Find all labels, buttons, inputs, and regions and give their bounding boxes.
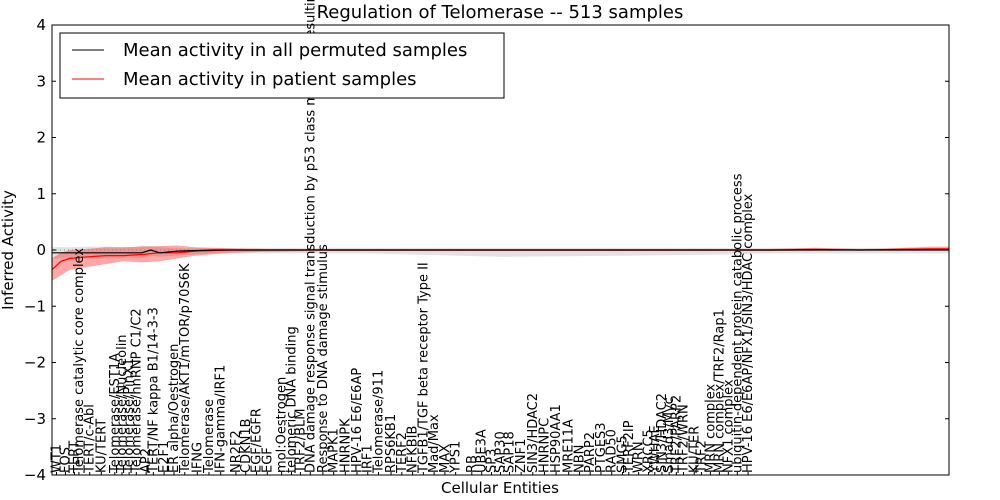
x-tick-label: RB xyxy=(465,455,480,473)
x-tick-label: Telomerase catalytic core complex xyxy=(72,248,87,474)
x-tick-label: MAX xyxy=(438,444,453,473)
x-tick-label: SP3 xyxy=(485,449,500,473)
x-tick-label: SMG5 xyxy=(615,435,630,473)
x-axis-label: Cellular Entities xyxy=(441,479,559,497)
y-tick-label: −4 xyxy=(24,466,46,484)
x-tick-label: IRF1 xyxy=(361,444,376,473)
x-tick-label: Telomerase/EST1A xyxy=(108,353,123,474)
x-tick-label: HNRNPC xyxy=(537,418,552,473)
x-tick-label: SIN3/HDAC2 xyxy=(655,393,670,473)
x-tick-label: EGF/EGFR xyxy=(250,408,265,473)
x-tick-label: DNA damage response signal transduction … xyxy=(303,0,318,473)
x-tick-label: ER alpha/Oestrogen xyxy=(167,344,182,473)
band-series-1 xyxy=(52,245,949,281)
x-tick-label: TRF2/WRN xyxy=(676,404,691,474)
x-tick-label: Telomerase xyxy=(202,399,217,474)
y-tick-label: 2 xyxy=(36,129,46,147)
x-tick-label: TGFB1/TGF beta receptor Type II xyxy=(416,262,431,474)
x-tick-label: UBE3A xyxy=(475,429,490,473)
x-tick-label: NFX1 complex xyxy=(721,379,736,473)
x-tick-label: SAP18 xyxy=(502,431,517,473)
x-tick-label: TERF2IP xyxy=(622,420,637,474)
x-tick-label: SIN3/HDAC2 xyxy=(526,393,541,473)
x-tick-label: RAD50 xyxy=(605,429,620,473)
x-tick-label: Mad/Max xyxy=(427,414,442,473)
x-tick-label: Response to DNA damage stimulus xyxy=(316,244,331,473)
x-tick-label: MRN complex/TRF2/Rap1 xyxy=(712,309,727,473)
y-tick-label: −3 xyxy=(24,410,46,428)
x-tick-label: WT1 xyxy=(49,444,64,473)
legend-label-permuted: Mean activity in all permuted samples xyxy=(123,40,467,61)
y-tick-label: −2 xyxy=(24,354,46,372)
x-tick-label: TRF2/PARP2 xyxy=(669,395,684,474)
y-axis-label: Inferred Activity xyxy=(0,190,17,310)
activity-bands xyxy=(52,245,949,281)
x-tick-label: YPS1 xyxy=(449,441,464,474)
x-tick-label: Telomerase/PinX1 xyxy=(122,358,137,474)
band-series-0 xyxy=(52,245,949,259)
x-tick-label: FOS xyxy=(58,447,73,473)
y-tick-label: 4 xyxy=(36,16,46,34)
x-tick-label: YWHAE xyxy=(648,425,663,474)
x-tick-label: IFN-gamma/IRF1 xyxy=(214,365,229,473)
axes: −4 −3 −2 −1 0 1 2 3 4 xyxy=(24,16,949,484)
x-tick-label: HPV-16 E6/E6AP xyxy=(350,368,365,473)
x-tick-label: MAPK1 xyxy=(327,428,342,473)
x-tick-label: Telomerase/911 xyxy=(372,370,387,474)
y-tick-label: −1 xyxy=(24,297,46,315)
x-tick-label: TERT/c-Abl xyxy=(83,404,98,474)
x-tick-label: Telomerase/Nucleolin xyxy=(115,334,130,474)
x-tick-label: ZNF1 xyxy=(514,439,529,473)
x-tick-label: XRCC5 xyxy=(642,429,657,473)
x-tick-label: Telomerase/AKT1/mTOR/p70S6K xyxy=(178,263,193,474)
x-tick-label: PARP2 xyxy=(583,432,598,473)
series-lines xyxy=(51,248,949,271)
y-tick-label: 0 xyxy=(36,241,46,259)
x-tick-label: AP2 xyxy=(139,448,154,473)
x-tick-label: ubiquitin-dependent protein catabolic pr… xyxy=(730,173,745,473)
x-tick-label: TERF2 xyxy=(395,432,410,474)
x-tick-label: telomeric DNA binding xyxy=(284,326,299,473)
y-tick-label: 1 xyxy=(36,185,46,203)
chart-title: Regulation of Telomerase -- 513 samples xyxy=(317,2,684,23)
x-tick-label: TRF2/BLM xyxy=(293,409,308,474)
x-tick-label: HSP90AA1 xyxy=(549,404,564,473)
x-tick-label: WRN xyxy=(632,441,647,473)
x-tick-label: KU/TER xyxy=(687,426,702,473)
x-tick-label: CDKN1B xyxy=(239,418,254,473)
x-tick-label: TERT xyxy=(67,441,82,474)
legend-box xyxy=(59,32,505,99)
x-tick-label: EGF xyxy=(260,447,275,473)
x-tick-label: NBN xyxy=(572,445,587,473)
x-tick-label: E2F1 xyxy=(157,441,172,473)
x-tick-label: MRE11A xyxy=(562,419,577,473)
legend: Mean activity in all permuted samples Me… xyxy=(59,32,505,99)
legend-label-patient: Mean activity in patient samples xyxy=(123,69,417,90)
x-tick-label: mol:Oestrogen xyxy=(275,377,290,473)
x-tick-label: SAP30 xyxy=(494,431,509,473)
x-tick-label: Smad3/Myc xyxy=(662,397,677,473)
plot-frame xyxy=(51,24,950,476)
x-tick-label: Telomerase/hnRNP C1/C2 xyxy=(129,308,144,474)
x-tick-label: TERT/NF kappa B1/14-3-3 xyxy=(146,307,161,474)
x-tick-label: HNRNPK xyxy=(338,418,353,473)
x-tick-label: PTGES3 xyxy=(594,422,609,473)
x-tick-label: KU/TERT xyxy=(94,419,109,473)
x-tick-label: IFNG xyxy=(190,442,205,473)
x-tick-label: TRF2 xyxy=(694,440,709,474)
x-tick-label: HPV-16 E6/E6AP/NFX1/SIN3/HDAC complex xyxy=(741,193,756,473)
x-tick-label: NFKBIB xyxy=(406,426,421,473)
y-tick-label: 3 xyxy=(36,72,46,90)
x-tick-label: RPS6KB1 xyxy=(384,414,399,473)
x-tick-label: NR2F2 xyxy=(229,430,244,473)
line-series-0 xyxy=(52,249,949,254)
x-tick-label: MRN complex xyxy=(703,383,718,473)
